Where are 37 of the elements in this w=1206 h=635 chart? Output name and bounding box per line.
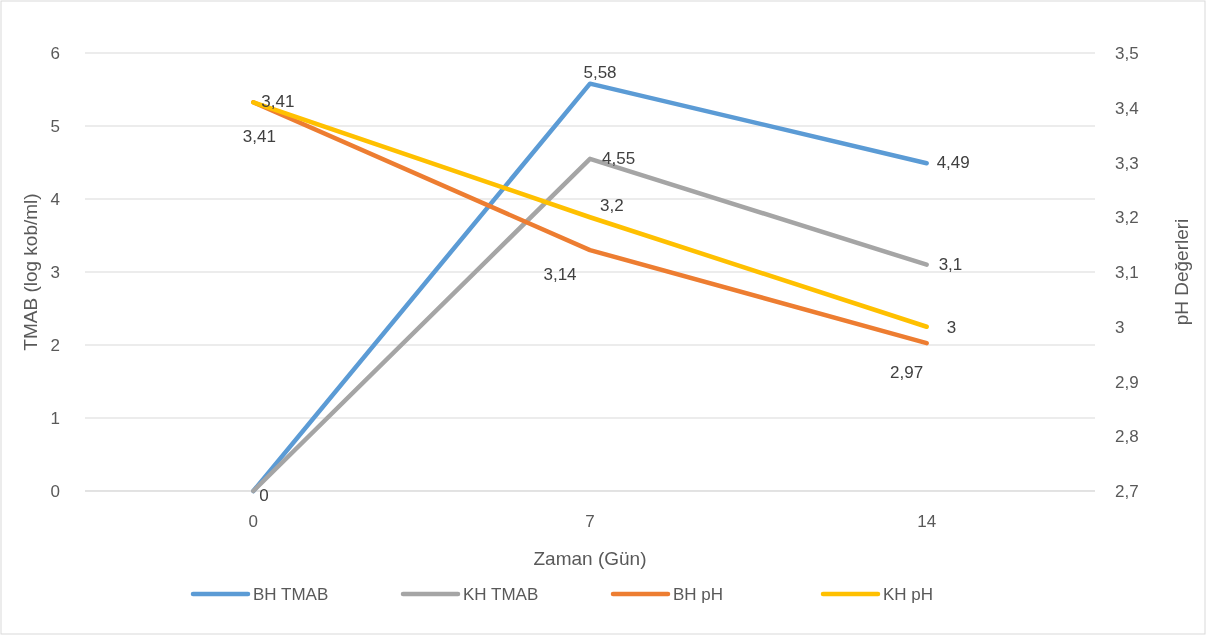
y2-tick-label: 3,3 xyxy=(1115,153,1139,173)
y2-tick-label: 3 xyxy=(1115,317,1125,337)
y-tick-label: 4 xyxy=(50,190,60,209)
data-label: 4,49 xyxy=(936,153,970,173)
data-label: 0 xyxy=(259,486,269,505)
data-label: 3 xyxy=(946,317,957,337)
x-tick-label: 14 xyxy=(917,512,937,531)
y-tick-label: 1 xyxy=(50,409,60,428)
y2-tick-label: 2,8 xyxy=(1115,427,1139,447)
data-label: 3,41 xyxy=(242,127,276,147)
y2-tick-label: 3,4 xyxy=(1115,98,1139,118)
data-label: 2,97 xyxy=(890,363,924,383)
data-label: 3,41 xyxy=(261,92,295,112)
data-label: 3,2 xyxy=(600,196,624,216)
legend-label: BH TMAB xyxy=(253,585,329,604)
legend-label: KH TMAB xyxy=(463,585,539,604)
data-label: 3,14 xyxy=(543,265,577,285)
legend-label: KH pH xyxy=(883,585,934,604)
y2-tick-label: 3,5 xyxy=(1115,44,1139,63)
y-tick-label: 3 xyxy=(50,263,60,282)
data-label: 5,58 xyxy=(583,62,617,82)
y2-tick-label: 3,1 xyxy=(1115,263,1139,282)
x-tick-label: 0 xyxy=(248,512,259,531)
y2-tick-label: 2,9 xyxy=(1115,372,1139,392)
y2-axis-title: pH Değerleri xyxy=(1171,218,1192,326)
x-axis-title: Zaman (Gün) xyxy=(533,548,647,569)
y-tick-label: 6 xyxy=(50,44,60,63)
data-label: 4,55 xyxy=(602,148,636,168)
data-label: 3,1 xyxy=(938,254,963,274)
y2-tick-label: 2,7 xyxy=(1115,482,1139,501)
y-tick-label: 0 xyxy=(50,482,60,501)
legend-label: BH pH xyxy=(673,585,724,604)
y2-tick-label: 3,2 xyxy=(1115,208,1139,228)
y-tick-label: 2 xyxy=(50,336,60,355)
x-tick-label: 7 xyxy=(585,512,595,531)
y-tick-label: 5 xyxy=(50,117,60,136)
y-axis-title: TMAB (log kob/ml) xyxy=(20,193,41,351)
